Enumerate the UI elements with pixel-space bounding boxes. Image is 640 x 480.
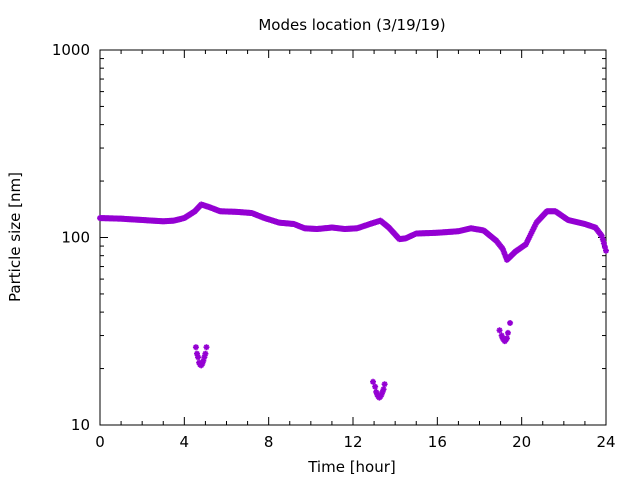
data-point <box>603 247 609 254</box>
chart-title: Modes location (3/19/19) <box>258 16 445 34</box>
data-point <box>504 329 511 336</box>
data-point <box>378 391 385 398</box>
data-point <box>195 354 202 361</box>
data-point <box>601 244 608 251</box>
x-tick-label: 20 <box>512 433 531 451</box>
data-point <box>202 350 209 357</box>
data-point <box>201 354 208 361</box>
data-point <box>503 335 510 342</box>
data-point <box>599 236 606 243</box>
data-point <box>600 240 607 247</box>
data-point <box>498 332 505 339</box>
data-point <box>199 360 206 367</box>
data-point <box>193 350 200 357</box>
data-point <box>372 383 379 390</box>
x-tick-label: 24 <box>596 433 615 451</box>
axis-ticks <box>99 49 607 426</box>
x-axis-label: Time [hour] <box>307 458 396 476</box>
data-points <box>97 201 609 401</box>
y-tick-labels: 10 100 1000 <box>52 41 90 434</box>
x-tick-label: 4 <box>180 433 190 451</box>
data-point <box>370 378 377 385</box>
y-tick-label: 10 <box>71 416 90 434</box>
y-tick-label: 100 <box>61 229 90 247</box>
x-tick-labels: 0 4 8 12 16 20 24 <box>95 433 615 451</box>
data-point <box>373 388 380 395</box>
x-tick-label: 16 <box>428 433 447 451</box>
data-point <box>192 344 199 351</box>
data-point <box>379 388 386 395</box>
data-point <box>496 327 503 334</box>
data-point <box>203 344 210 351</box>
data-point <box>507 319 514 326</box>
x-tick-label: 12 <box>343 433 362 451</box>
data-point <box>500 248 507 255</box>
data-point <box>598 232 605 239</box>
x-tick-label: 0 <box>95 433 105 451</box>
data-point <box>200 357 207 364</box>
y-axis-label: Particle size [nm] <box>6 172 24 302</box>
data-point <box>380 386 387 393</box>
x-tick-label: 8 <box>264 433 274 451</box>
data-point <box>381 381 388 388</box>
y-tick-label: 1000 <box>52 41 90 59</box>
data-point <box>501 251 508 258</box>
data-point <box>499 245 506 252</box>
